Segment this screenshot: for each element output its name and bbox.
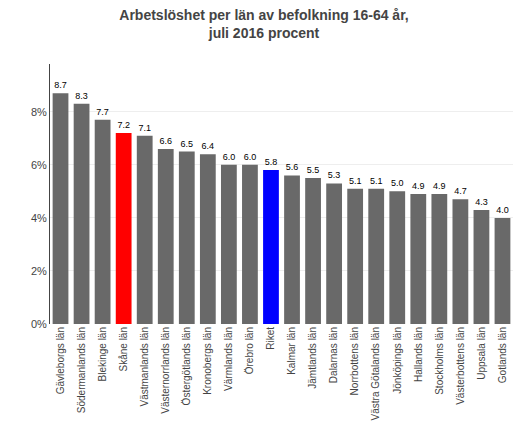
svg-text:Skåne län: Skåne län (118, 327, 129, 371)
svg-text:Västerbottens län: Västerbottens län (455, 327, 466, 405)
svg-text:Västra Götalands län: Västra Götalands län (370, 327, 381, 420)
svg-text:4.9: 4.9 (433, 181, 446, 191)
svg-text:5.1: 5.1 (349, 176, 362, 186)
svg-text:Västernorrlands län: Västernorrlands län (160, 327, 171, 414)
svg-text:6.0: 6.0 (244, 152, 257, 162)
svg-text:Kronobergs län: Kronobergs län (202, 327, 213, 395)
svg-text:8%: 8% (31, 106, 47, 118)
svg-text:Norrbottens län: Norrbottens län (349, 327, 360, 395)
svg-text:6.4: 6.4 (202, 141, 215, 151)
svg-text:5.3: 5.3 (328, 170, 341, 180)
svg-text:Jämtlands län: Jämtlands län (307, 327, 318, 389)
svg-text:Gävleborgs län: Gävleborgs län (55, 327, 66, 394)
svg-text:Södermanlands län: Södermanlands län (76, 327, 87, 413)
svg-text:4%: 4% (31, 212, 47, 224)
svg-text:0%: 0% (31, 318, 47, 330)
svg-text:Arbetslöshet per län av befolk: Arbetslöshet per län av befolkning 16-64… (119, 7, 408, 41)
svg-text:Hallands län: Hallands län (413, 327, 424, 382)
svg-text:6.0: 6.0 (223, 152, 236, 162)
svg-text:8.7: 8.7 (54, 80, 67, 90)
svg-text:5.6: 5.6 (286, 162, 299, 172)
svg-text:Uppsala län: Uppsala län (476, 327, 487, 380)
svg-text:Riket: Riket (265, 327, 276, 350)
svg-text:4.0: 4.0 (496, 205, 509, 215)
svg-text:5.5: 5.5 (307, 165, 320, 175)
svg-text:Västmanlands län: Västmanlands län (139, 327, 150, 407)
svg-text:Jönköpings län: Jönköpings län (392, 327, 403, 394)
svg-text:7.7: 7.7 (96, 107, 109, 117)
svg-text:Örebro län: Örebro län (244, 327, 255, 374)
svg-text:5.1: 5.1 (370, 176, 383, 186)
svg-text:4.9: 4.9 (412, 181, 425, 191)
svg-text:Östergötlands län: Östergötlands län (181, 327, 192, 405)
svg-text:Värmlands län: Värmlands län (223, 327, 234, 391)
svg-text:Dalarnas län: Dalarnas län (328, 327, 339, 383)
svg-text:5.0: 5.0 (391, 178, 404, 188)
svg-text:5.8: 5.8 (265, 157, 278, 167)
svg-text:Gotlands län: Gotlands län (497, 327, 508, 383)
svg-text:6.5: 6.5 (181, 139, 194, 149)
svg-text:Blekinge län: Blekinge län (97, 327, 108, 381)
svg-text:Kalmar län: Kalmar län (286, 327, 297, 375)
svg-text:4.3: 4.3 (475, 197, 488, 207)
svg-text:7.1: 7.1 (138, 123, 151, 133)
svg-text:8.3: 8.3 (75, 91, 88, 101)
svg-text:2%: 2% (31, 265, 47, 277)
svg-text:Stockholms län: Stockholms län (434, 327, 445, 395)
svg-text:6.6: 6.6 (159, 136, 172, 146)
svg-text:7.2: 7.2 (117, 120, 130, 130)
svg-text:4.7: 4.7 (454, 186, 467, 196)
svg-text:6%: 6% (31, 159, 47, 171)
